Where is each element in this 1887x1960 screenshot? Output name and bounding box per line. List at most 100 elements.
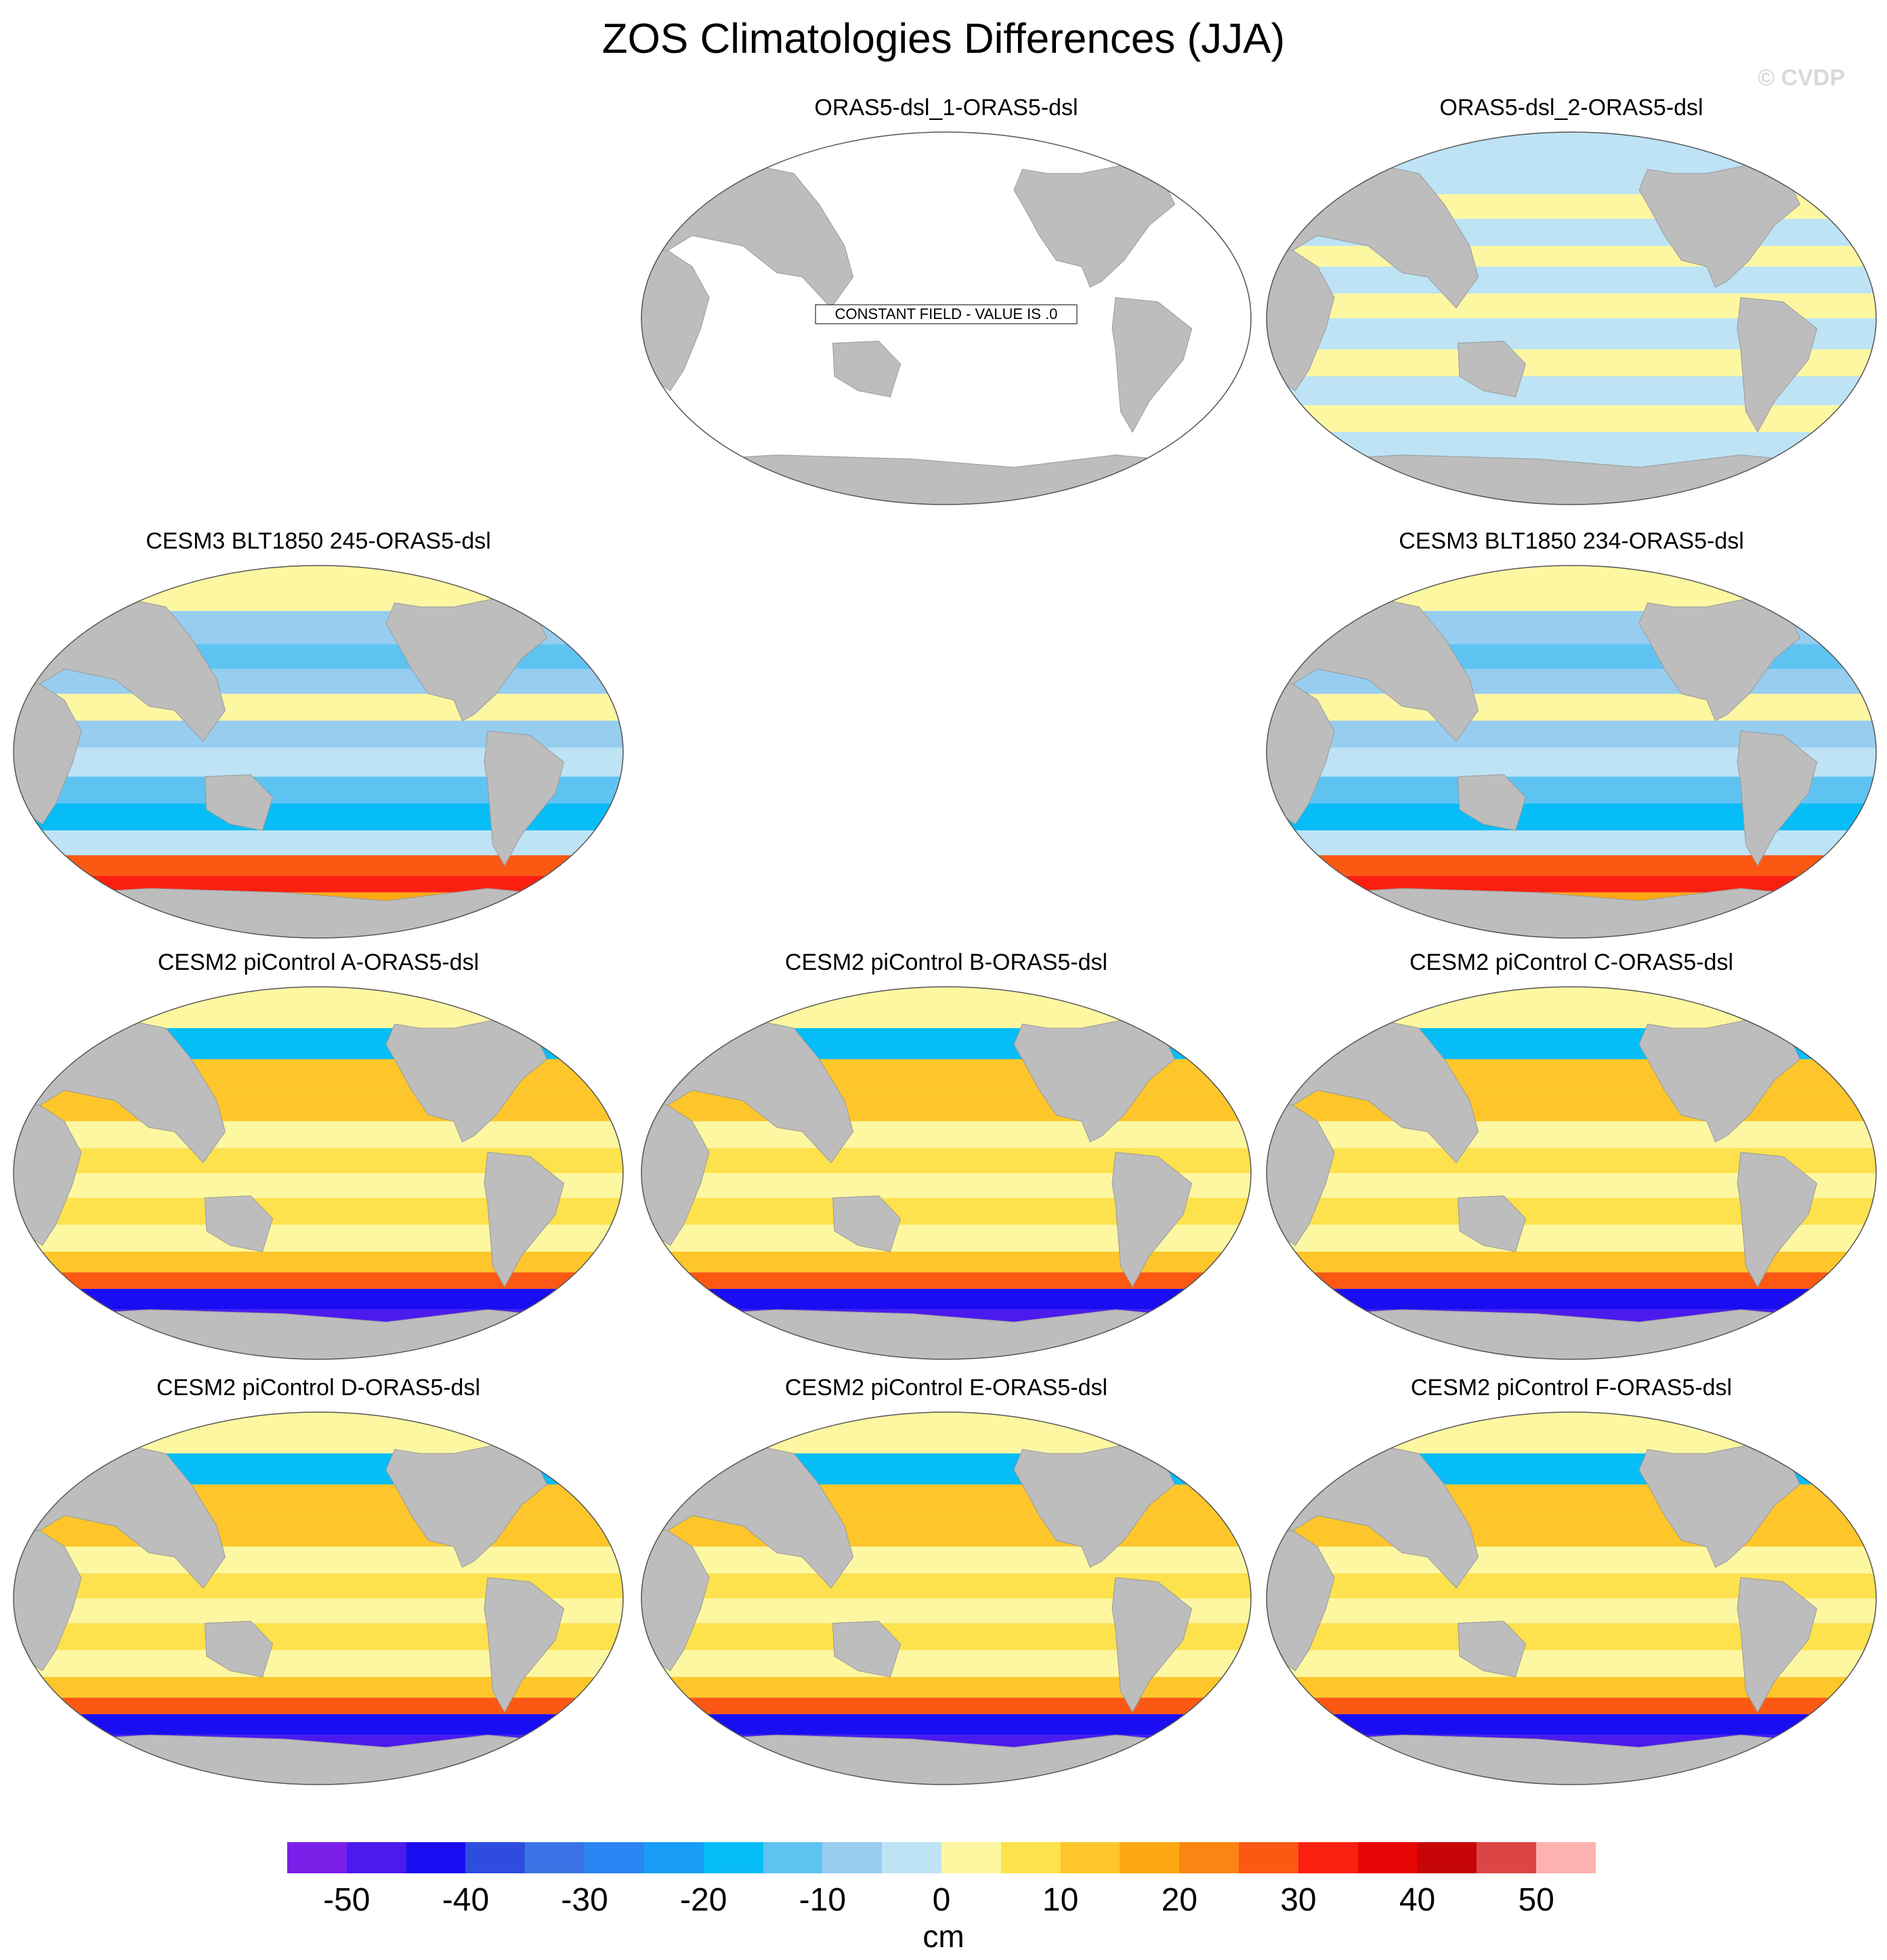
anomaly-band <box>14 987 623 1029</box>
anomaly-band <box>1267 1546 1876 1574</box>
land-australia <box>832 1621 902 1678</box>
anomaly-band <box>14 1121 623 1149</box>
colorbar-swatch <box>287 1842 347 1873</box>
anomaly-band <box>14 1412 623 1454</box>
colorbar-swatch <box>406 1842 466 1873</box>
world-map <box>1266 565 1877 939</box>
panel-title: ORAS5-dsl_1-ORAS5-dsl <box>814 95 1078 121</box>
world-map <box>641 986 1252 1360</box>
panel-title: CESM2 piControl E-ORAS5-dsl <box>784 1375 1108 1401</box>
colorbar-swatch <box>1239 1842 1298 1873</box>
watermark: © CVDP <box>1758 65 1845 91</box>
world-map <box>1266 1411 1877 1785</box>
land-antarctica <box>641 1309 1251 1359</box>
anomaly-band <box>1267 1677 1876 1698</box>
anomaly-band <box>14 1697 623 1715</box>
colorbar-swatch <box>1536 1842 1596 1873</box>
colorbar-tick-label: 30 <box>1280 1882 1317 1918</box>
land-australia <box>204 1195 274 1252</box>
colorbar-tick-label: 10 <box>1042 1882 1079 1918</box>
colorbar-tick-label: -10 <box>799 1882 847 1918</box>
map-outline <box>1266 986 1877 1360</box>
land-australia <box>832 341 902 398</box>
colorbar-swatch <box>643 1842 704 1873</box>
world-map <box>641 1411 1252 1785</box>
colorbar-swatch <box>1417 1842 1477 1873</box>
panel-title: CESM2 piControl A-ORAS5-dsl <box>157 950 480 975</box>
colorbar-swatch <box>1120 1842 1180 1873</box>
land-north-america <box>1013 163 1176 288</box>
anomaly-band <box>1267 266 1876 294</box>
anomaly-band <box>641 1289 1251 1310</box>
anomaly-band <box>14 1546 623 1574</box>
panel-title: CESM2 piControl C-ORAS5-dsl <box>1409 950 1734 975</box>
anomaly-band <box>1267 1714 1876 1735</box>
world-map: CONSTANT FIELD - VALUE IS .0 <box>641 131 1252 505</box>
colorbar-tick-label: -30 <box>561 1882 608 1918</box>
land-north-america <box>1638 1443 1801 1568</box>
map-outline <box>1266 1411 1877 1785</box>
land-antarctica <box>1267 1734 1876 1785</box>
anomaly-band <box>641 1412 1251 1454</box>
world-map <box>1266 986 1877 1360</box>
colorbar-swatch <box>1179 1842 1239 1873</box>
anomaly-band <box>1267 1272 1876 1290</box>
colorbar <box>287 1842 1596 1873</box>
anomaly-band <box>641 1252 1251 1273</box>
panel-title: ORAS5-dsl_2-ORAS5-dsl <box>1439 95 1703 121</box>
panel-title: CESM2 piControl F-ORAS5-dsl <box>1410 1375 1733 1401</box>
anomaly-band <box>641 1714 1251 1735</box>
anomaly-band <box>1267 1697 1876 1715</box>
anomaly-band <box>1267 1252 1876 1273</box>
land-south-america <box>484 1151 565 1288</box>
colorbar-swatch <box>1477 1842 1537 1873</box>
land-antarctica <box>14 1734 623 1785</box>
map-outline <box>13 565 624 939</box>
land-north-america <box>1638 163 1801 288</box>
land-australia <box>204 774 274 831</box>
anomaly-band <box>1267 855 1876 876</box>
land-south-america <box>484 730 565 867</box>
anomaly-band <box>1267 830 1876 855</box>
map-outline <box>1266 565 1877 939</box>
land-north-america <box>1638 1017 1801 1143</box>
world-map <box>13 986 624 1360</box>
land-north-america <box>385 596 548 721</box>
map-outline <box>13 1411 624 1785</box>
anomaly-band <box>641 987 1251 1029</box>
land-australia <box>832 1195 902 1252</box>
anomaly-band <box>14 876 623 893</box>
land-south-america <box>1737 1577 1818 1713</box>
colorbar-tick-label: 20 <box>1161 1882 1197 1918</box>
anomaly-band <box>14 694 623 721</box>
anomaly-band <box>641 1546 1251 1574</box>
colorbar-swatch <box>941 1842 1001 1873</box>
colorbar-swatch <box>703 1842 763 1873</box>
colorbar-tick-label: 40 <box>1399 1882 1436 1918</box>
colorbar-swatch <box>346 1842 406 1873</box>
anomaly-band <box>1267 132 1876 194</box>
land-south-america <box>484 1577 565 1713</box>
anomaly-band <box>14 855 623 876</box>
map-outline <box>641 1411 1252 1785</box>
land-south-america <box>1111 297 1193 433</box>
world-map <box>13 1411 624 1785</box>
anomaly-band <box>14 1677 623 1698</box>
anomaly-band <box>1267 876 1876 893</box>
anomaly-band <box>14 566 623 612</box>
land-south-america <box>1111 1151 1193 1288</box>
panel-title: CESM3 BLT1850 245-ORAS5-dsl <box>146 528 491 554</box>
colorbar-tick-label: -50 <box>323 1882 370 1918</box>
figure-title: ZOS Climatologies Differences (JJA) <box>601 16 1286 62</box>
colorbar-swatch <box>1298 1842 1358 1873</box>
land-south-america <box>1737 1151 1818 1288</box>
colorbar-units-label: cm <box>923 1919 964 1954</box>
anomaly-band <box>1267 566 1876 612</box>
anomaly-band <box>14 1252 623 1273</box>
constant-field-message: CONSTANT FIELD - VALUE IS .0 <box>835 305 1058 322</box>
colorbar-swatch <box>585 1842 644 1873</box>
land-south-america <box>1737 730 1818 867</box>
anomaly-band <box>1267 694 1876 721</box>
map-outline <box>1266 131 1877 505</box>
land-antarctica <box>1267 454 1876 505</box>
